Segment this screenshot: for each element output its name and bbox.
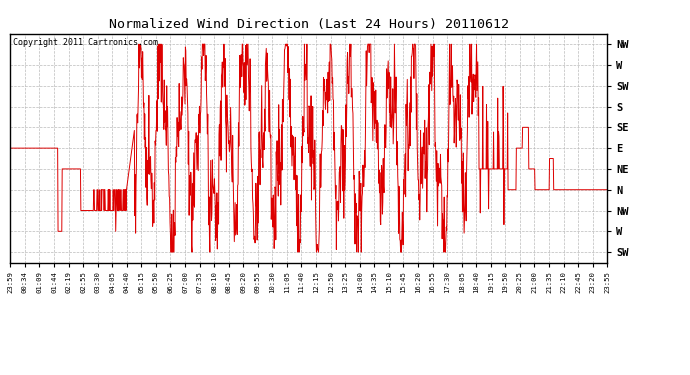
Text: Copyright 2011 Cartronics.com: Copyright 2011 Cartronics.com (13, 38, 158, 47)
Title: Normalized Wind Direction (Last 24 Hours) 20110612: Normalized Wind Direction (Last 24 Hours… (109, 18, 509, 31)
